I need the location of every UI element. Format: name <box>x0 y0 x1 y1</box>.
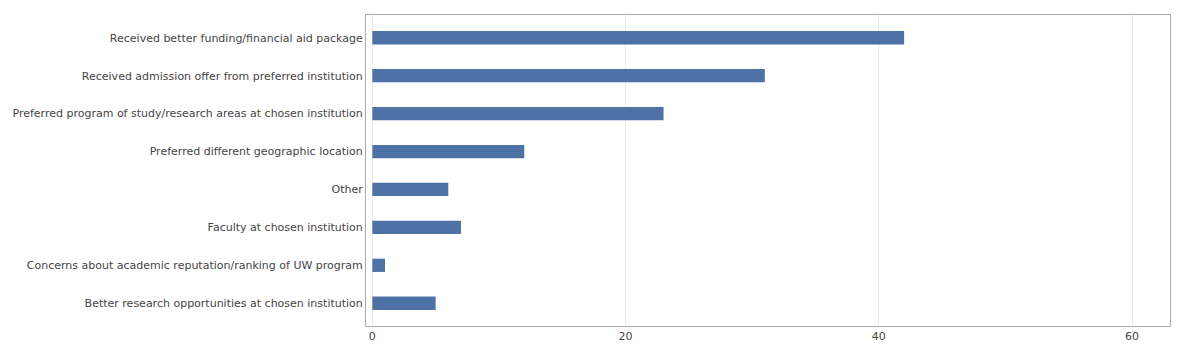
svg-text:0: 0 <box>369 330 376 343</box>
svg-text:Preferred program of study/res: Preferred program of study/research area… <box>12 107 362 120</box>
svg-text:Better research opportunities: Better research opportunities at chosen … <box>85 297 363 310</box>
svg-text:Preferred different geographic: Preferred different geographic location <box>150 145 363 158</box>
svg-text:Faculty at chosen institution: Faculty at chosen institution <box>208 221 363 234</box>
svg-text:20: 20 <box>619 330 633 343</box>
svg-text:60: 60 <box>1125 330 1139 343</box>
svg-text:Other: Other <box>332 183 364 196</box>
svg-text:40: 40 <box>872 330 886 343</box>
svg-text:Concerns about academic reputa: Concerns about academic reputation/ranki… <box>27 259 363 272</box>
svg-text:Received admission offer from: Received admission offer from preferred … <box>82 70 363 83</box>
svg-text:Received better funding/financ: Received better funding/financial aid pa… <box>110 32 363 45</box>
